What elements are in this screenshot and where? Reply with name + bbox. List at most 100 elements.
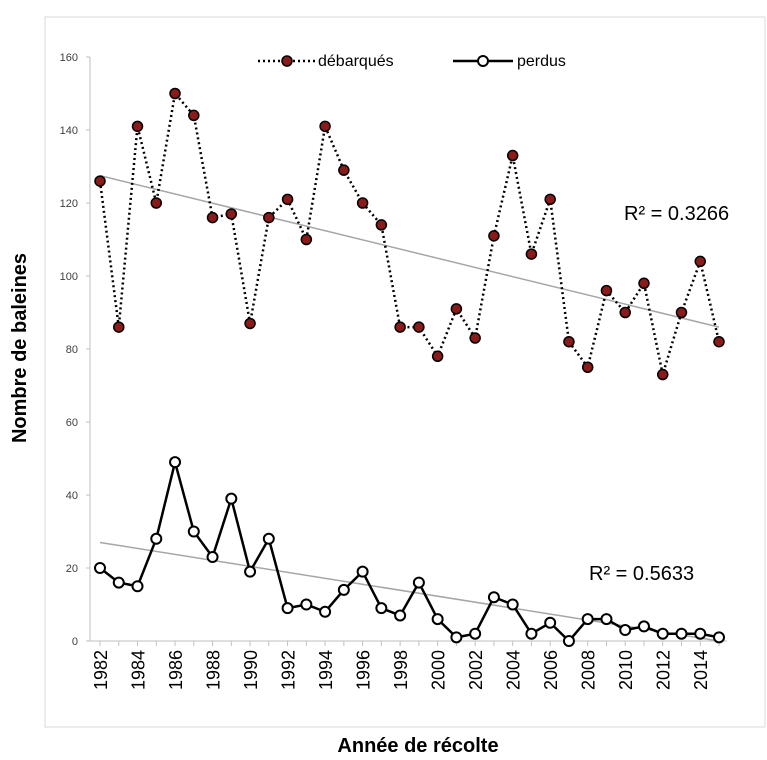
data-point-1 — [694, 627, 707, 640]
data-point-1 — [525, 627, 538, 640]
x-tick-label: 1996 — [354, 650, 374, 690]
legend-marker-perdus — [477, 55, 489, 67]
data-point-0 — [600, 284, 613, 297]
data-point-0 — [656, 368, 669, 381]
x-tick-label: 2000 — [429, 650, 449, 690]
data-point-1 — [619, 624, 632, 637]
y-tick-label: 60 — [66, 417, 78, 429]
data-point-0 — [113, 321, 125, 333]
data-point-1 — [244, 565, 257, 578]
data-point-0 — [675, 306, 688, 319]
data-point-1 — [262, 532, 275, 545]
x-tick-label: 2006 — [541, 650, 561, 690]
y-tick-label: 160 — [60, 52, 78, 64]
data-point-1 — [94, 562, 106, 574]
data-point-1 — [319, 605, 332, 618]
data-point-1 — [281, 602, 294, 615]
data-point-0 — [544, 193, 556, 206]
data-point-0 — [188, 109, 200, 122]
data-point-0 — [94, 175, 106, 187]
x-tick-label: 2010 — [616, 650, 636, 690]
x-axis-title: Année de récolte — [337, 735, 498, 757]
data-point-1 — [487, 591, 500, 604]
trend-line-0 — [99, 174, 720, 328]
y-tick-label: 20 — [66, 563, 78, 575]
x-tick-label: 2012 — [654, 650, 674, 690]
data-point-1 — [637, 620, 650, 633]
x-tick-label: 1992 — [279, 650, 299, 690]
x-tick-label: 1994 — [316, 650, 336, 690]
data-point-1 — [375, 602, 388, 615]
data-point-0 — [375, 219, 388, 231]
x-tick-label: 2008 — [579, 650, 599, 690]
data-point-1 — [187, 525, 200, 538]
data-point-1 — [600, 613, 613, 626]
x-tick-label: 2014 — [691, 650, 711, 690]
data-point-0 — [581, 361, 594, 373]
y-axis-title: Nombre de baleines — [9, 253, 31, 443]
y-tick-label: 80 — [66, 344, 78, 356]
data-point-0 — [506, 149, 519, 162]
x-tick-label: 1982 — [91, 650, 111, 690]
data-point-1 — [356, 565, 369, 578]
data-point-0 — [281, 193, 294, 206]
data-point-0 — [563, 335, 575, 348]
data-point-1 — [450, 631, 463, 644]
data-point-0 — [394, 321, 406, 333]
data-point-1 — [713, 631, 725, 644]
data-point-0 — [619, 306, 631, 319]
x-tick-label: 2004 — [504, 650, 524, 690]
y-tick-label: 140 — [60, 125, 78, 137]
data-point-0 — [206, 211, 219, 224]
data-point-0 — [300, 233, 313, 246]
data-point-1 — [150, 532, 163, 545]
data-point-0 — [713, 335, 725, 348]
data-point-0 — [469, 332, 481, 344]
series-layer — [94, 87, 725, 647]
data-point-1 — [225, 492, 238, 505]
data-point-0 — [413, 321, 425, 333]
data-point-1 — [675, 627, 688, 640]
x-tick-label: 1990 — [241, 650, 261, 690]
x-tick-label: 2002 — [466, 650, 486, 690]
data-point-1 — [431, 613, 444, 626]
data-point-1 — [206, 551, 219, 564]
legend: débarqués perdus — [258, 53, 566, 70]
data-point-0 — [638, 277, 650, 290]
x-tick-label: 1988 — [204, 650, 224, 690]
data-point-0 — [319, 120, 331, 133]
data-point-0 — [244, 317, 256, 330]
data-point-1 — [412, 576, 425, 589]
data-point-0 — [488, 230, 500, 242]
x-tick-label: 1984 — [129, 650, 149, 690]
data-point-1 — [169, 456, 182, 469]
data-point-1 — [337, 583, 350, 596]
data-point-0 — [450, 303, 463, 315]
y-tick-label: 40 — [66, 490, 78, 502]
data-point-1 — [544, 616, 557, 629]
data-point-1 — [131, 580, 144, 593]
r2-label-debarques: R² = 0.3266 — [624, 203, 729, 225]
chart-frame — [44, 16, 766, 728]
data-point-0 — [150, 197, 163, 209]
series-line-0 — [98, 90, 721, 375]
data-point-1 — [394, 609, 407, 622]
y-tick-label: 0 — [72, 636, 78, 648]
data-point-0 — [694, 255, 706, 268]
legend-label-perdus: perdus — [517, 53, 566, 70]
data-point-1 — [300, 598, 313, 611]
legend-label-debarques: débarqués — [318, 53, 394, 70]
y-tick-label: 120 — [60, 198, 78, 210]
data-point-1 — [581, 613, 594, 626]
data-point-0 — [356, 197, 369, 209]
legend-marker-debarques — [281, 55, 293, 67]
data-point-1 — [562, 635, 575, 647]
data-point-1 — [469, 627, 482, 640]
data-point-1 — [506, 598, 519, 611]
data-point-0 — [338, 164, 350, 176]
y-tick-label: 100 — [60, 271, 78, 283]
data-point-0 — [131, 120, 144, 133]
x-tick-label: 1998 — [391, 650, 411, 690]
x-tick-label: 1986 — [166, 650, 186, 690]
